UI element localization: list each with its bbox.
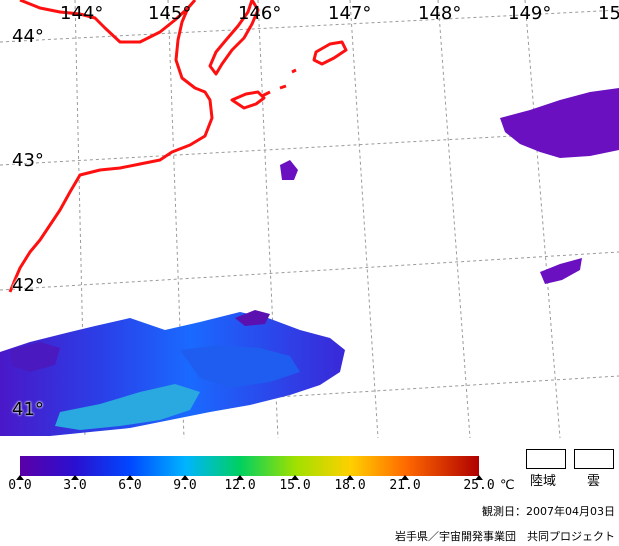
color-scale-tick: 0.0 (8, 478, 32, 493)
sst-patch-small (280, 160, 298, 180)
habomai-coast (230, 90, 266, 110)
sst-patch-top (235, 310, 270, 326)
meridian-148 (437, 0, 471, 438)
cloud-legend-swatch (574, 449, 614, 469)
land-legend-label: 陸域 (530, 474, 557, 489)
sst-main-band (0, 312, 345, 436)
sst-patch-left (10, 342, 60, 372)
color-scale-tick-mark (291, 475, 299, 480)
sst-data (0, 88, 619, 436)
lon-label-149: 149° (508, 3, 552, 24)
lat-label-42: 42° (12, 275, 44, 296)
land-legend-swatch (526, 449, 566, 469)
temperature-unit: ℃ (500, 478, 515, 493)
color-scale-tick: 9.0 (173, 478, 197, 493)
meridian-145 (167, 0, 185, 438)
color-scale-tick-mark (16, 475, 24, 480)
lon-label-147: 147° (328, 3, 372, 24)
coastline (8, 0, 348, 293)
color-scale-tick-mark (401, 475, 409, 480)
color-scale-tick-mark (126, 475, 134, 480)
color-scale-tick: 15.0 (279, 478, 311, 493)
color-scale-tick: 21.0 (389, 478, 421, 493)
lon-label-146: 146° (238, 3, 282, 24)
kunashir-coast (208, 0, 260, 76)
observation-date: 観測日：2007年04月03日 (482, 505, 615, 518)
parallel-42 (0, 251, 619, 291)
lon-label-144: 144° (60, 3, 104, 24)
parallel-44 (0, 9, 619, 43)
sst-warm-core-2 (180, 345, 300, 388)
meridian-144 (74, 0, 86, 438)
color-scale-tick-mark (71, 475, 79, 480)
color-scale-tick: 25.0 (463, 478, 495, 493)
color-scale-tick-mark (181, 475, 189, 480)
color-scale-tick: 12.0 (224, 478, 256, 493)
lon-label-150: 15 (598, 3, 619, 24)
lat-label-44: 44° (12, 26, 44, 47)
color-scale-bar (20, 456, 479, 476)
lon-label-148: 148° (418, 3, 462, 24)
hokkaido-coast (8, 0, 214, 293)
small-islets (261, 68, 297, 98)
shikotan-coast (312, 40, 348, 66)
color-scale-tick: 18.0 (334, 478, 366, 493)
color-scale-tick-mark (475, 475, 483, 480)
credit-text: 岩手県／宇宙開発事業団 共同プロジェクト (395, 530, 615, 543)
sst-patch-e (540, 258, 582, 284)
lat-label-43: 43° (12, 150, 44, 171)
color-scale-tick-mark (346, 475, 354, 480)
sst-warm-core (55, 384, 200, 430)
sst-map (0, 0, 619, 438)
lat-label-41: 41° (12, 399, 44, 420)
color-scale-tick-mark (236, 475, 244, 480)
meridian-146 (257, 0, 279, 438)
cloud-legend-label: 雲 (587, 474, 601, 489)
lon-label-145: 145° (148, 3, 192, 24)
sst-patch-ne (500, 88, 619, 158)
meridian-149 (524, 0, 561, 438)
meridian-147 (349, 0, 379, 438)
color-scale-tick: 6.0 (118, 478, 142, 493)
color-scale-tick: 3.0 (63, 478, 87, 493)
